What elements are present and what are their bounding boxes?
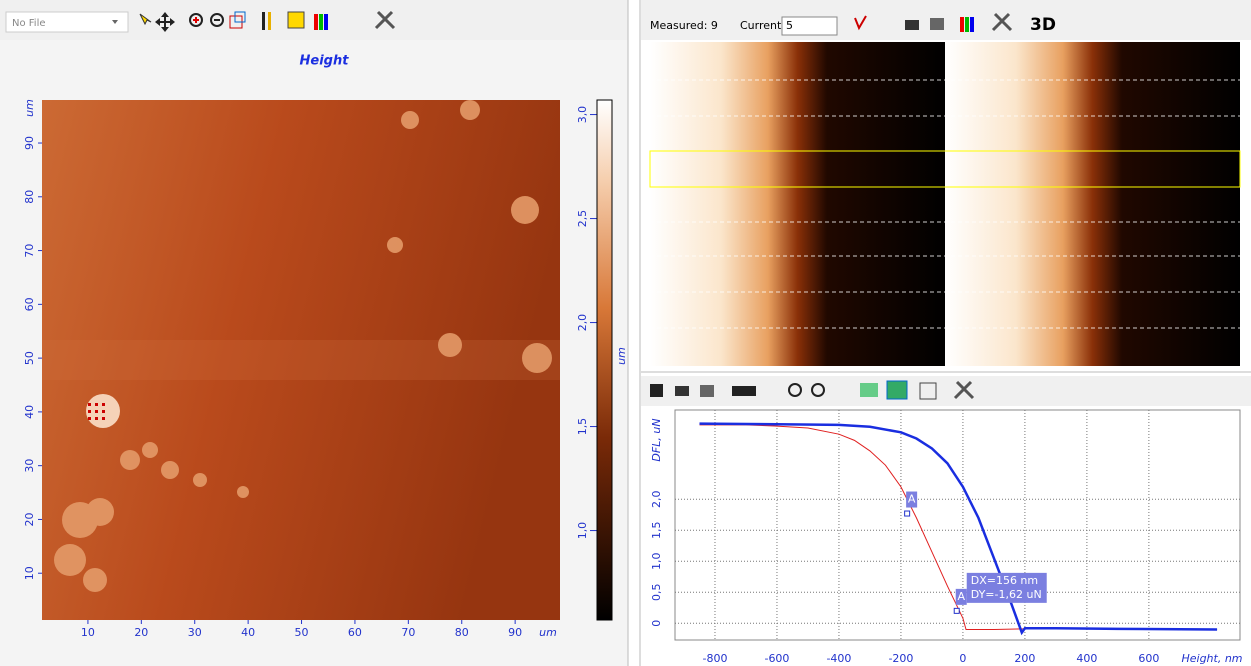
y-tick-label: 90 bbox=[23, 136, 36, 150]
y-tick-label: 40 bbox=[23, 405, 36, 419]
y-unit: um bbox=[23, 99, 36, 117]
map-title: Height bbox=[300, 54, 350, 69]
y-tick-label: 0 bbox=[650, 620, 663, 627]
colorbar-unit: um bbox=[615, 347, 628, 365]
y-tick-label: 1,0 bbox=[650, 553, 663, 571]
marker bbox=[954, 608, 959, 613]
y-tick-label: 2,0 bbox=[650, 491, 663, 509]
colorbar-label: 2,5 bbox=[576, 210, 589, 228]
marker-label: A bbox=[957, 590, 965, 603]
scan-image bbox=[650, 42, 1240, 366]
x-tick-label: -200 bbox=[888, 652, 913, 665]
curve-panel bbox=[641, 407, 1251, 666]
y-tick-label: 10 bbox=[23, 566, 36, 580]
colorbar-label: 1,0 bbox=[576, 522, 589, 540]
y-tick-label: 70 bbox=[23, 244, 36, 258]
annotation-dy: DY=-1,62 uN bbox=[971, 588, 1042, 601]
screen: No File Height 102030405060708090um10203… bbox=[0, 0, 1251, 666]
page: { "left_toolbar": {"file": "No File"}, "… bbox=[0, 0, 1251, 666]
x-tick-label: 30 bbox=[188, 626, 202, 639]
y-tick-label: 50 bbox=[23, 351, 36, 365]
x-tick-label: -800 bbox=[702, 652, 727, 665]
right-toolbar bbox=[641, 0, 1251, 40]
colorbar bbox=[597, 100, 612, 620]
marker bbox=[905, 511, 910, 516]
x-tick-label: 40 bbox=[241, 626, 255, 639]
y-tick-label: 80 bbox=[23, 190, 36, 204]
x-tick-label: -400 bbox=[826, 652, 851, 665]
x-tick-label: 70 bbox=[401, 626, 415, 639]
marker-label: A bbox=[908, 493, 916, 506]
current-label: Current: bbox=[740, 19, 785, 32]
colorbar-label: 2,0 bbox=[576, 314, 589, 332]
file-name: No File bbox=[12, 18, 46, 29]
y-tick-label: 20 bbox=[23, 512, 36, 526]
y-tick-label: 60 bbox=[23, 297, 36, 311]
x-axis-label: Height, nm bbox=[1181, 652, 1242, 665]
probe-points bbox=[88, 403, 105, 420]
x-tick-label: 600 bbox=[1138, 652, 1159, 665]
x-tick-label: 0 bbox=[959, 652, 966, 665]
x-tick-label: -600 bbox=[764, 652, 789, 665]
y-tick-label: 0,5 bbox=[650, 584, 663, 602]
x-tick-label: 200 bbox=[1014, 652, 1035, 665]
x-tick-label: 80 bbox=[455, 626, 469, 639]
x-tick-label: 10 bbox=[81, 626, 95, 639]
y-tick-label: 30 bbox=[23, 459, 36, 473]
x-tick-label: 90 bbox=[508, 626, 522, 639]
current-value: 5 bbox=[786, 19, 793, 32]
colorbar-label: 1,5 bbox=[576, 418, 589, 436]
colorbar-label: 3,0 bbox=[576, 106, 589, 124]
3d-button[interactable]: 3D bbox=[1030, 15, 1056, 35]
x-unit: um bbox=[539, 626, 557, 639]
y-tick-label: 1,5 bbox=[650, 522, 663, 540]
x-tick-label: 400 bbox=[1076, 652, 1097, 665]
annotation-dx: DX=156 nm bbox=[971, 574, 1038, 587]
measured-label: Measured: 9 bbox=[650, 19, 718, 32]
x-tick-label: 60 bbox=[348, 626, 362, 639]
y-axis-label: DFL, uN bbox=[650, 418, 663, 461]
x-tick-label: 20 bbox=[134, 626, 148, 639]
scan-row bbox=[650, 330, 1240, 366]
x-tick-label: 50 bbox=[295, 626, 309, 639]
